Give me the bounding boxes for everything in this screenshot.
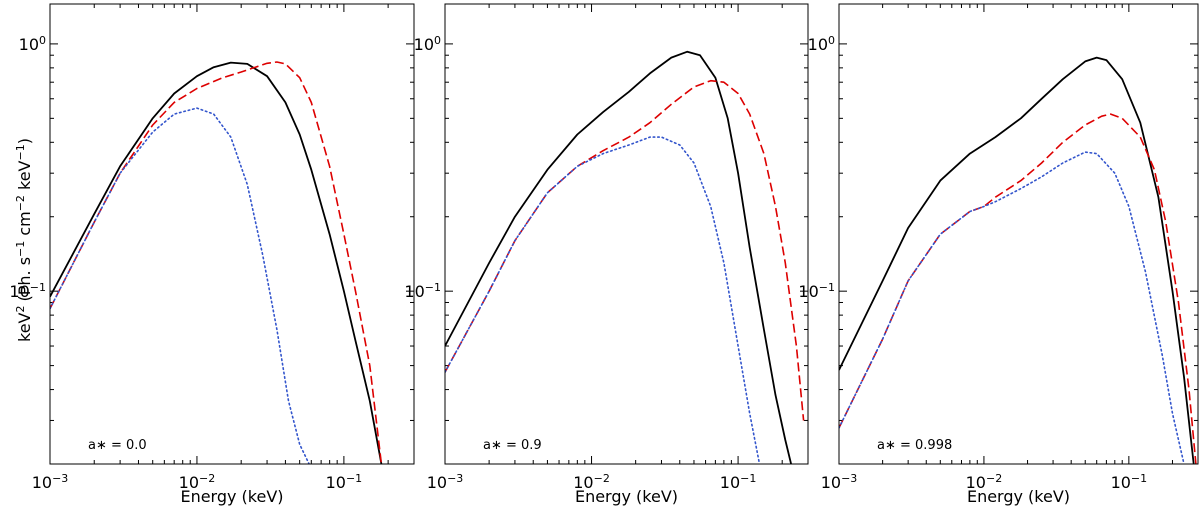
y-axis-title-sup: −1 [14, 241, 27, 257]
y-axis-title: keV2(Ph. s−1 cm−2 keV−1) [14, 138, 35, 342]
x-tick-label: 10−3 [427, 472, 464, 493]
series-line-total [50, 61, 383, 464]
y-axis-title-sup: −2 [14, 195, 27, 211]
y-axis-title-part: (Ph. s [15, 257, 34, 302]
spin-annotation: a∗ = 0.998 [877, 438, 952, 453]
y-tick-label: 100 [19, 33, 46, 54]
chart-panel-1: 10−3 10−2 10−1 10−1 100 a∗ = 0.0 Energy (keV) [9, 3, 415, 506]
y-axis-title-base: keV [15, 312, 34, 342]
series-line-dashed [839, 113, 1197, 464]
x-tick-label: 10−3 [821, 472, 858, 493]
y-axis-title-part: ) [15, 138, 34, 144]
series-line-dotted [445, 136, 761, 464]
series-line-total [445, 50, 792, 464]
plot-frame [49, 3, 415, 465]
plot-frame [444, 3, 809, 465]
spin-annotation: a∗ = 0.0 [88, 438, 147, 453]
x-tick-label: 10−3 [32, 472, 69, 493]
plot-frame [838, 3, 1199, 465]
y-tick-label: 100 [414, 33, 441, 54]
series-line-dashed [50, 61, 383, 464]
y-tick-label: 10−1 [9, 281, 46, 302]
chart-panel-3: 10−3 10−2 10−1 10−1 100 a∗ = 0.998 Energy (keV… [798, 3, 1199, 506]
y-tick-label: 10−1 [798, 281, 835, 302]
series-line-dotted [50, 107, 310, 464]
y-axis-title-sup: −1 [14, 144, 27, 160]
x-axis-title: Energy (keV) [180, 487, 283, 506]
x-tick-label: 10−2 [573, 472, 610, 493]
x-tick-label: 10−1 [1111, 472, 1148, 493]
series-line-total [839, 56, 1195, 464]
y-axis-title-sup: 2 [14, 306, 27, 313]
y-tick-label: 10−1 [404, 281, 441, 302]
y-tick-label: 100 [808, 33, 835, 54]
x-tick-label: 10−1 [720, 472, 757, 493]
x-tick-label: 10−1 [326, 472, 363, 493]
chart-panel-2: 10−3 10−2 10−1 10−1 100 a∗ = 0.9 Energy (keV) [404, 3, 809, 506]
x-tick-label: 10−2 [179, 472, 216, 493]
x-tick-label: 10−2 [966, 472, 1003, 493]
series-line-dotted [839, 151, 1185, 464]
x-axis-title: Energy (keV) [967, 487, 1070, 506]
y-axis-title-part: keV [15, 160, 34, 195]
y-axis-title-part: cm [15, 211, 34, 240]
spin-annotation: a∗ = 0.9 [483, 438, 542, 453]
x-axis-title: Energy (keV) [575, 487, 678, 506]
